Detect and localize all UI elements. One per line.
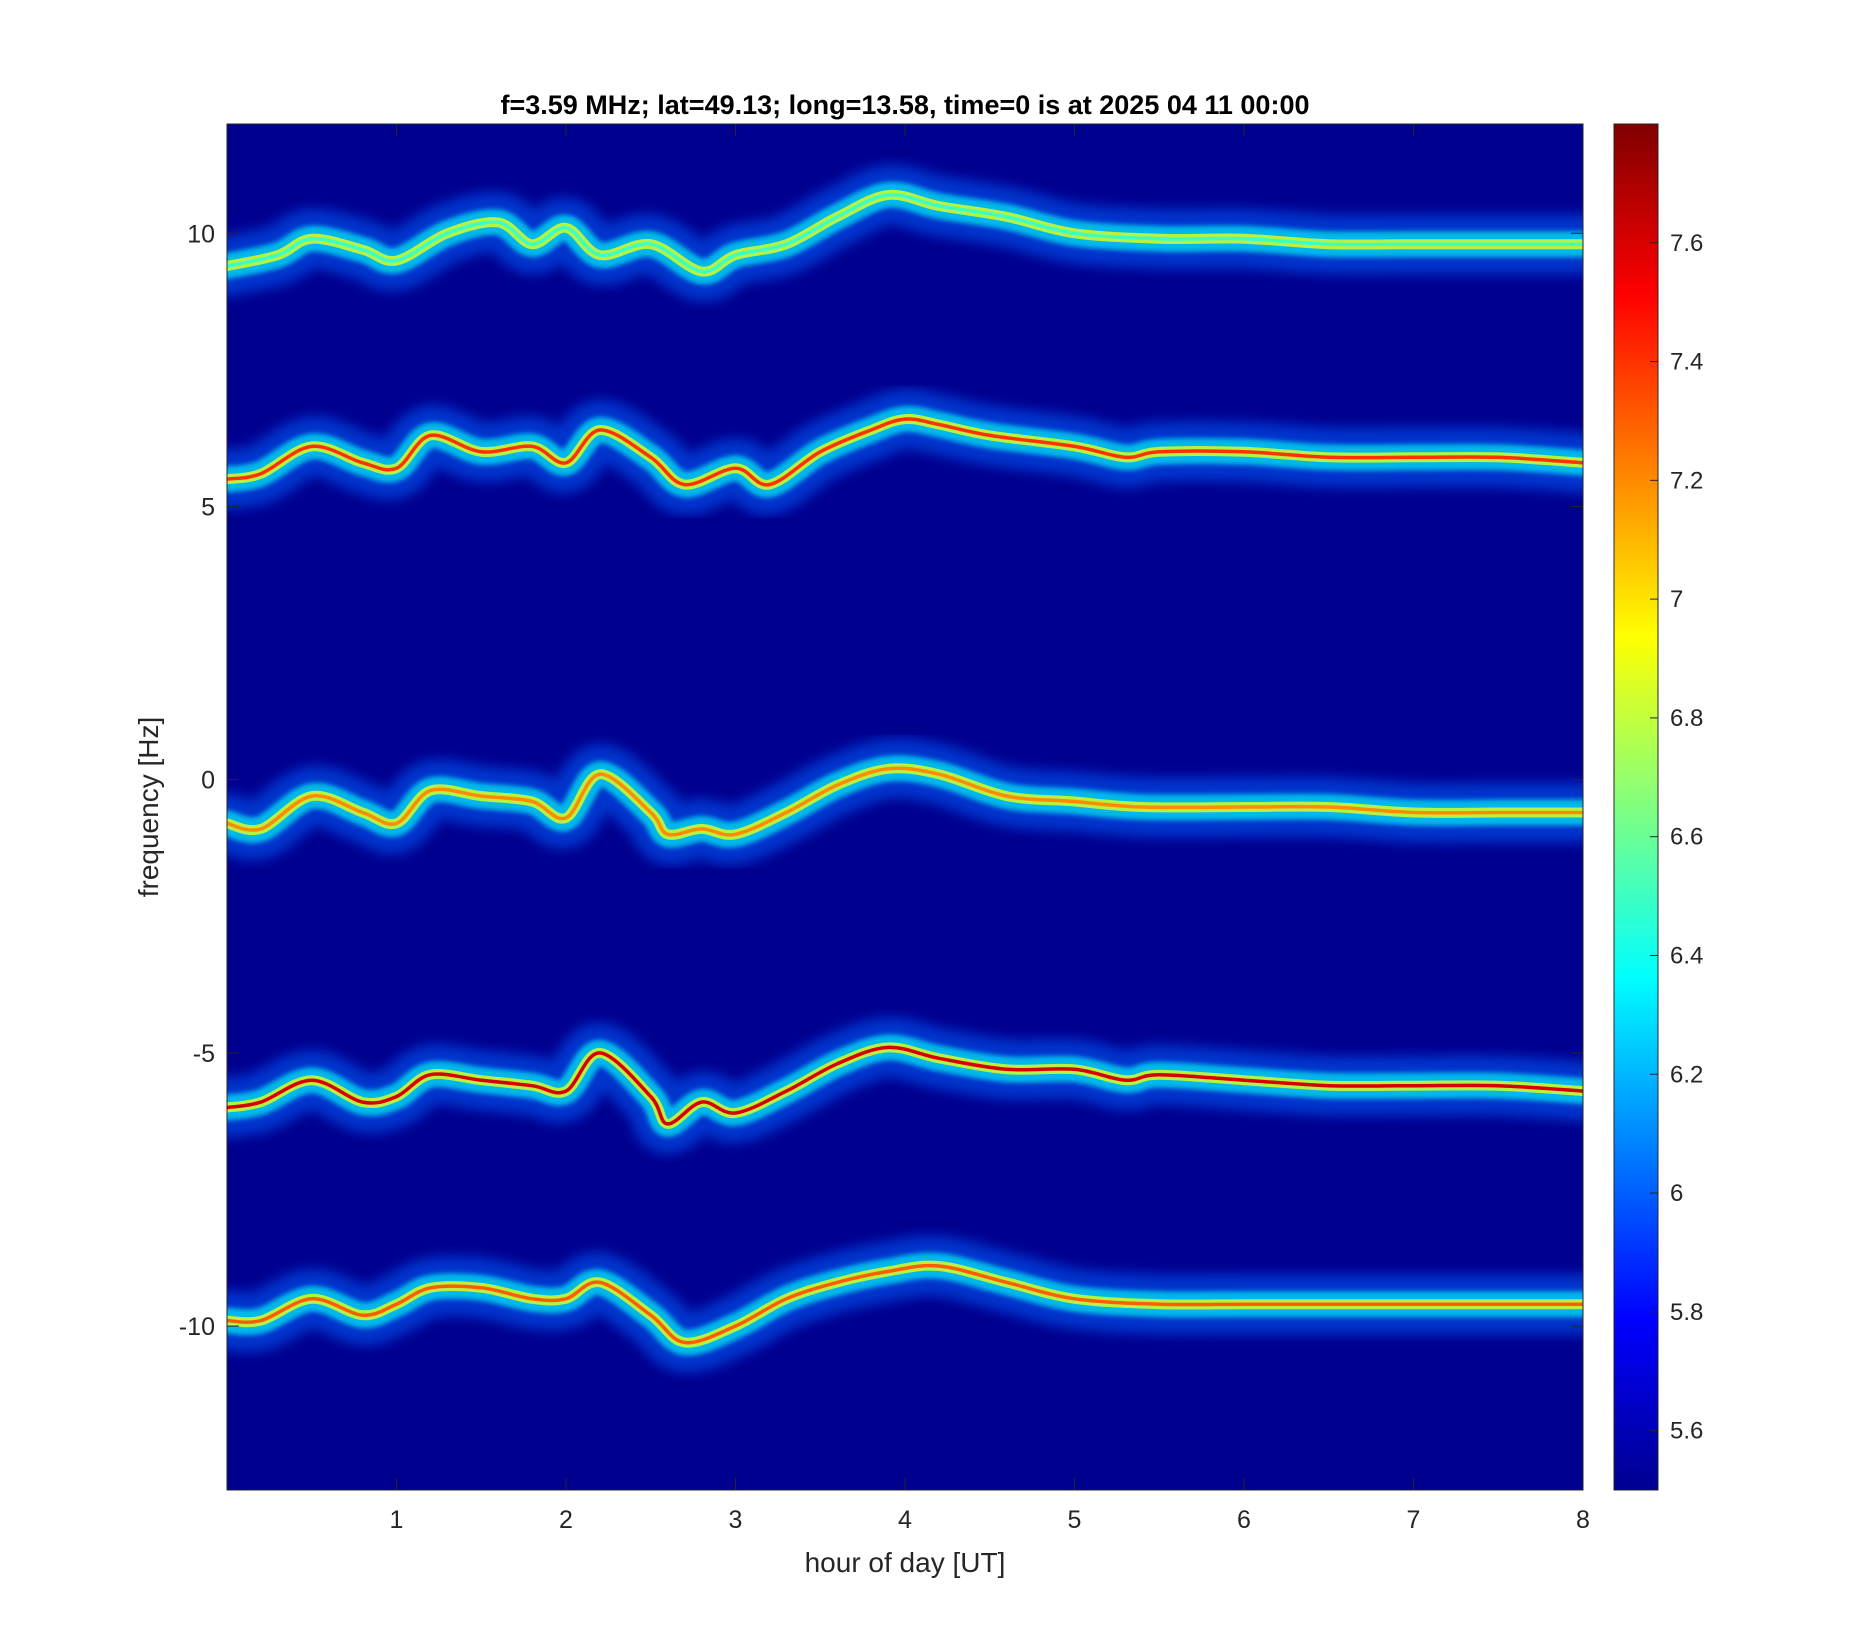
colorbar-tick-label: 6.4 xyxy=(1670,942,1703,969)
y-axis-ticks: 10 5 0 -5 -10 xyxy=(179,220,1583,1341)
colorbar xyxy=(1613,123,1659,1491)
y-tick-label: -10 xyxy=(179,1313,215,1341)
y-tick-label: -5 xyxy=(193,1040,215,1068)
colorbar-tick-label: 6.6 xyxy=(1670,824,1703,851)
colorbar-tick-label: 7 xyxy=(1670,586,1683,613)
trace-core xyxy=(227,193,1583,274)
x-axis-label: hour of day [UT] xyxy=(805,1547,1006,1578)
colorbar-tick-label: 6 xyxy=(1670,1180,1683,1207)
trace-4 xyxy=(227,1017,1583,1154)
y-tick-label: 10 xyxy=(187,220,215,248)
colorbar-tick-label: 6.2 xyxy=(1670,1061,1703,1088)
x-tick-label: 8 xyxy=(1576,1506,1590,1534)
colorbar-tick-label: 5.6 xyxy=(1670,1418,1703,1445)
colorbar-tick-label: 5.8 xyxy=(1670,1299,1703,1326)
trace-core xyxy=(227,766,1583,837)
chart-title: f=3.59 MHz; lat=49.13; long=13.58, time=… xyxy=(501,90,1310,120)
colorbar-tick-label: 7.6 xyxy=(1670,230,1703,257)
trace-core xyxy=(227,417,1583,487)
x-tick-label: 2 xyxy=(559,1506,573,1534)
trace-core xyxy=(227,1045,1583,1126)
colorbar-tick-label: 7.2 xyxy=(1670,467,1703,494)
trace-core xyxy=(227,1263,1583,1345)
colorbar-tick-label: 7.4 xyxy=(1670,349,1703,376)
trace-5 xyxy=(227,1235,1583,1373)
x-tick-label: 1 xyxy=(390,1506,404,1534)
trace-3 xyxy=(227,738,1583,865)
x-tick-label: 4 xyxy=(898,1506,912,1534)
colorbar-tick-label: 6.8 xyxy=(1670,705,1703,732)
x-tick-label: 6 xyxy=(1237,1506,1251,1534)
y-tick-label: 5 xyxy=(201,493,215,521)
x-tick-label: 7 xyxy=(1407,1506,1421,1534)
y-axis-label: frequency [Hz] xyxy=(133,717,164,898)
trace-1 xyxy=(227,164,1583,302)
x-tick-label: 5 xyxy=(1068,1506,1082,1534)
spectral-traces xyxy=(227,164,1583,1373)
trace-2 xyxy=(227,388,1583,515)
x-axis-ticks: 1 2 3 4 5 6 7 8 xyxy=(390,124,1590,1534)
colorbar-ticks: 7.6 7.4 7.2 7 6.8 6.6 6.4 6.2 6 5.8 5.6 xyxy=(1650,230,1703,1445)
x-tick-label: 3 xyxy=(729,1506,743,1534)
y-tick-label: 0 xyxy=(201,767,215,795)
